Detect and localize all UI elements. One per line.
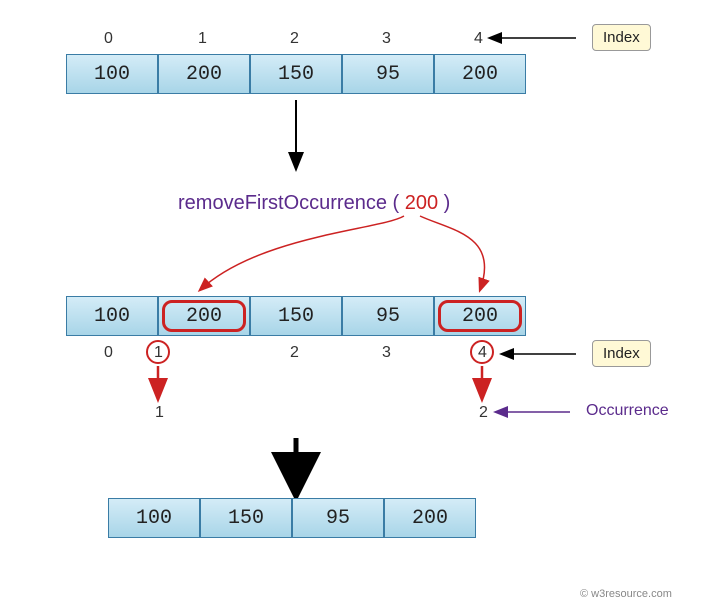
cell: 200: [158, 296, 250, 336]
cell: 150: [250, 296, 342, 336]
index-tag: Index: [592, 24, 651, 51]
index-label: 3: [382, 344, 391, 362]
cell: 100: [108, 498, 200, 538]
cell: 95: [342, 296, 434, 336]
index-label: 3: [382, 30, 391, 48]
method-name: removeFirstOccurrence: [178, 192, 387, 214]
paren-open: (: [393, 192, 405, 214]
cell: 95: [342, 54, 434, 94]
method-call: removeFirstOccurrence ( 200 ): [178, 192, 450, 215]
index-tag: Index: [592, 340, 651, 367]
cell: 150: [200, 498, 292, 538]
cell: 100: [66, 296, 158, 336]
index-label: 1: [154, 344, 163, 362]
array-2: 100 200 150 95 200: [66, 296, 526, 336]
index-label: 1: [198, 30, 207, 48]
cell: 200: [434, 296, 526, 336]
diagram-canvas: 100 200 150 95 200 0 1 2 3 4: [0, 0, 713, 610]
paren-close: ): [438, 192, 450, 214]
index-label: 2: [290, 30, 299, 48]
method-arg: 200: [405, 192, 438, 214]
cell: 200: [158, 54, 250, 94]
array-3: 100 150 95 200: [108, 498, 476, 538]
array-1: 100 200 150 95 200: [66, 54, 526, 94]
cell: 100: [66, 54, 158, 94]
copyright: © w3resource.com: [580, 588, 672, 600]
cell: 95: [292, 498, 384, 538]
cell: 200: [384, 498, 476, 538]
index-label: 2: [290, 344, 299, 362]
index-label: 0: [104, 344, 113, 362]
cell: 150: [250, 54, 342, 94]
index-label: 0: [104, 30, 113, 48]
cell: 200: [434, 54, 526, 94]
occurrence-num: 2: [479, 404, 488, 422]
occurrence-num: 1: [155, 404, 164, 422]
index-label: 4: [478, 344, 487, 362]
index-label: 4: [474, 30, 483, 48]
occurrence-label: Occurrence: [586, 402, 669, 420]
